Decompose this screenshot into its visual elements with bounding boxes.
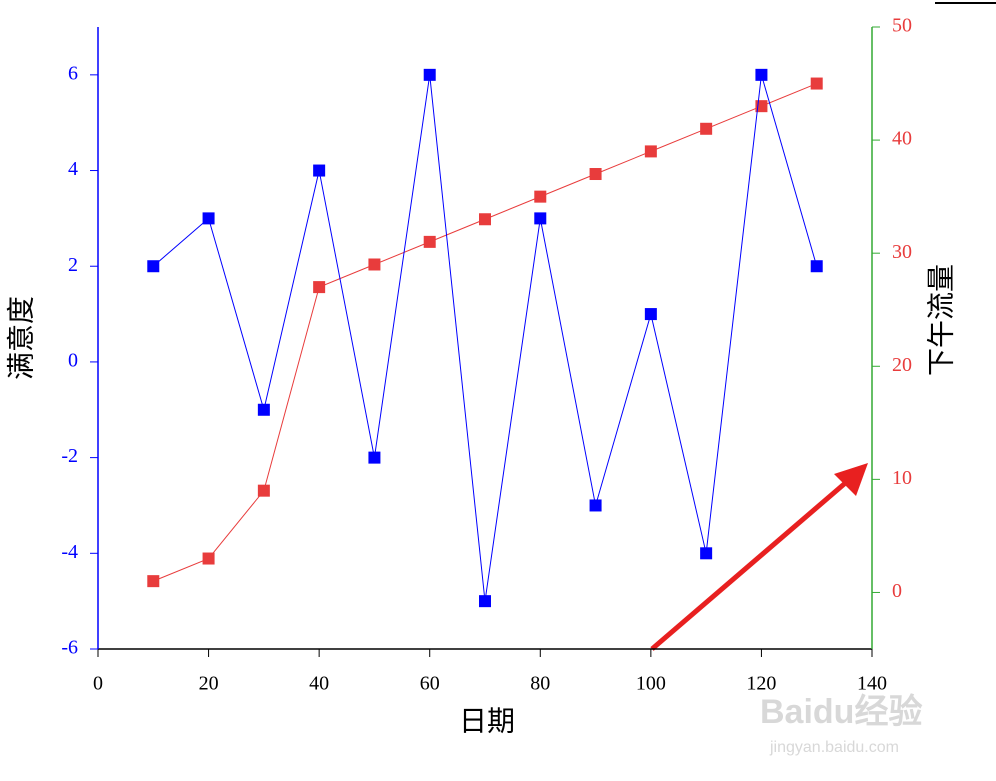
data-point [534, 190, 547, 203]
data-point [257, 484, 270, 497]
data-point [644, 308, 657, 321]
x-tick-label: 100 [636, 673, 666, 695]
y-tick-label: 2 [68, 254, 78, 276]
y2-tick-label: 50 [892, 15, 912, 37]
arrow [650, 463, 868, 651]
watermark: Baidu经验 [760, 692, 922, 731]
data-point [423, 68, 436, 81]
data-point [700, 547, 713, 560]
y-tick-label: 4 [68, 158, 78, 180]
data-point [147, 575, 160, 588]
data-point [368, 258, 381, 271]
y2-tick-label: 20 [892, 354, 912, 376]
x-tick-label: 20 [199, 673, 219, 695]
data-point [589, 499, 602, 512]
data-point [810, 260, 823, 273]
data-point [423, 235, 436, 248]
watermark: jingyan.baidu.com [769, 739, 899, 756]
data-point [257, 403, 270, 416]
data-point [479, 213, 491, 226]
data-point [202, 552, 215, 565]
data-point [147, 260, 160, 273]
data-point [202, 212, 215, 225]
y2-tick-label: 0 [892, 580, 902, 602]
series-line [152, 74, 818, 602]
data-point [313, 281, 326, 294]
y-tick-label: -4 [61, 541, 78, 563]
x-tick-label: 40 [309, 673, 329, 695]
data-point [644, 145, 657, 158]
y2-tick-label: 40 [892, 128, 912, 150]
data-point [313, 164, 326, 177]
y-tick-label: -2 [61, 445, 78, 467]
y-tick-label: -6 [61, 637, 78, 659]
y-axis-title: 满意度 [5, 296, 37, 380]
y-tick-label: 0 [68, 350, 78, 372]
series-line [153, 83, 817, 582]
data-point [589, 168, 602, 181]
y2-tick-label: 10 [892, 467, 912, 489]
x-tick-label: 60 [420, 673, 440, 695]
data-point [810, 77, 823, 90]
data-point [479, 595, 491, 608]
y2-tick-label: 30 [892, 241, 912, 263]
x-tick-label: 0 [93, 673, 103, 695]
x-axis-title: 日期 [459, 706, 515, 737]
x-tick-label: 80 [530, 673, 550, 695]
y2-axis-title: 下午流量 [925, 264, 957, 376]
x-tick-label: 140 [857, 673, 887, 695]
data-point [755, 68, 768, 81]
data-point [700, 122, 713, 135]
y-tick-label: 6 [68, 62, 78, 84]
x-tick-label: 120 [746, 673, 776, 695]
data-point [534, 212, 547, 225]
data-point [368, 451, 381, 464]
